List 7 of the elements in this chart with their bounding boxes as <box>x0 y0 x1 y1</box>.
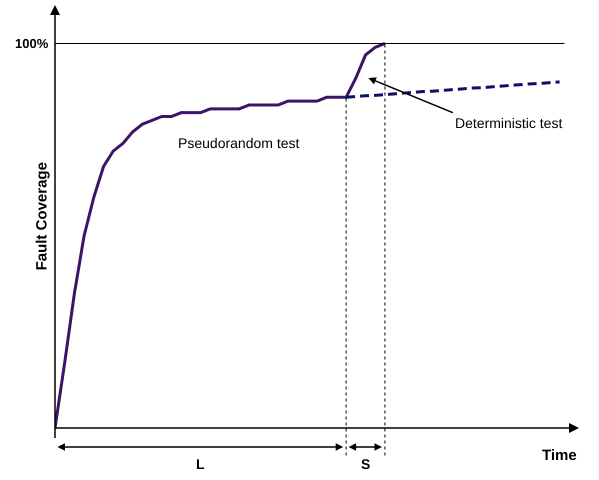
y-axis-title: Fault Coverage <box>33 162 50 270</box>
ref-line-label: 100% <box>15 36 49 51</box>
annotation: Deterministic test <box>455 115 562 131</box>
text: S <box>361 456 370 472</box>
text: L <box>196 456 205 472</box>
x-axis-title: Time <box>542 447 577 464</box>
annotation: Pseudorandom test <box>178 135 300 151</box>
